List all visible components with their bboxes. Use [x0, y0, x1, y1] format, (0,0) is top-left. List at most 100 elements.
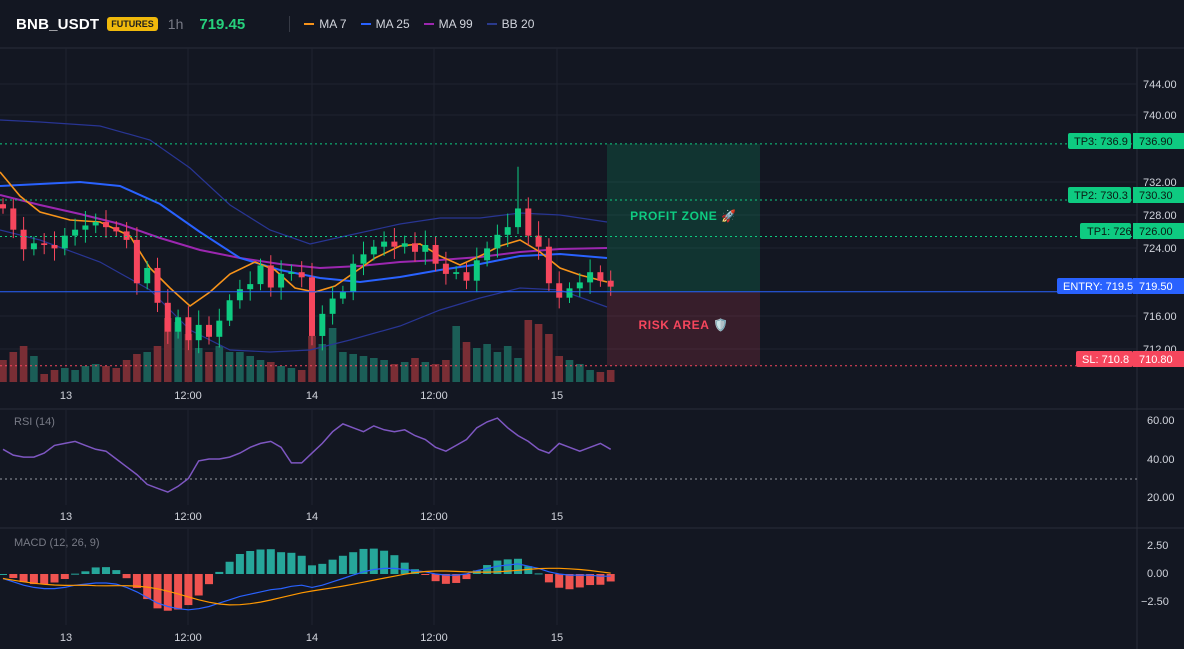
risk-area[interactable]: [607, 291, 760, 366]
candle-body: [298, 272, 305, 278]
volume-bar: [81, 366, 90, 382]
volume-bar: [143, 352, 151, 382]
volume-bar: [514, 358, 522, 382]
volume-bar: [473, 348, 481, 382]
volume-bar: [483, 344, 491, 382]
candle-body: [360, 254, 367, 264]
macd-histogram-bar: [91, 567, 100, 574]
macd-histogram-bar: [596, 574, 605, 585]
volume-bars: [0, 318, 615, 382]
volume-bar: [267, 362, 275, 382]
macd-histogram-bar: [153, 574, 162, 609]
macd-histogram-bar: [431, 574, 440, 582]
futures-badge: FUTURES: [107, 17, 158, 31]
candle-body: [247, 284, 254, 290]
price-axis: 744.00 740.00 732.00 728.00 724.00 716.0…: [1143, 79, 1177, 356]
time-label: 15: [551, 390, 563, 402]
volume-bar: [50, 370, 59, 382]
volume-bar: [61, 368, 69, 382]
time-label: 12:00: [174, 632, 202, 644]
macd-histogram-bar: [452, 574, 461, 583]
volume-bar: [576, 364, 584, 382]
candle-body: [463, 272, 470, 281]
time-label: 12:00: [420, 390, 448, 402]
volume-bar: [9, 352, 18, 382]
time-label: 14: [306, 390, 318, 402]
tp1-price: 726.00: [1139, 226, 1173, 238]
entry-label: ENTRY: 719.5: [1063, 281, 1133, 293]
volume-bar: [318, 344, 327, 382]
time-label: 13: [60, 390, 72, 402]
volume-bar: [277, 366, 285, 382]
volume-bar: [370, 358, 378, 382]
risk-area-label: RISK AREA 🛡️: [639, 318, 729, 332]
candle-body: [30, 243, 37, 250]
macd-histogram-bar: [483, 565, 492, 574]
macd-histogram-bar: [318, 563, 327, 574]
legend-ma7-swatch: [304, 23, 315, 25]
macd-histogram-bar: [215, 571, 224, 574]
legend-ma7-label: MA 7: [319, 17, 347, 31]
macd-histogram-bar: [9, 574, 18, 579]
sl-label-box: [1076, 351, 1133, 367]
volume-bar: [462, 342, 471, 382]
candle-body: [133, 239, 140, 284]
candle-body: [525, 208, 532, 236]
symbol-name[interactable]: BNB_USDT: [16, 15, 100, 33]
legend-ma25-swatch: [360, 23, 371, 25]
legend-ma25[interactable]: MA 25: [360, 17, 410, 31]
time-label: 12:00: [420, 511, 448, 523]
volume-bar: [308, 336, 316, 382]
profit-zone[interactable]: [607, 143, 760, 292]
time-label: 13: [60, 632, 72, 644]
volume-bar: [205, 352, 213, 382]
macd-histogram-bar: [205, 574, 213, 585]
volume-bar: [421, 362, 430, 382]
trade-zones: PROFIT ZONE 🚀 RISK AREA 🛡️: [607, 143, 760, 366]
candle-body: [576, 282, 583, 289]
entry-price: 719.50: [1139, 281, 1173, 293]
macd-histogram-bar: [122, 574, 131, 579]
macd-histogram-bar: [524, 566, 533, 574]
volume-bar: [524, 320, 533, 382]
macd-histogram-bar: [256, 549, 265, 574]
volume-bar: [0, 360, 7, 382]
macd-histogram-bar: [411, 569, 419, 574]
interval-selector[interactable]: 1h: [167, 16, 184, 32]
tp2-label: TP2: 730.3: [1074, 190, 1128, 202]
volume-bar: [102, 366, 110, 382]
sl-price-box: [1133, 351, 1184, 367]
chart-header: BNB_USDT FUTURES 1h 719.45 MA 7 MA 25 MA…: [0, 0, 1184, 48]
volume-bar: [215, 346, 224, 382]
tp3-label: TP3: 736.9: [1074, 136, 1128, 148]
time-label: 14: [306, 632, 318, 644]
tp1-label-box: [1080, 223, 1131, 239]
trade-levels: [0, 143, 1137, 367]
volume-bar: [40, 374, 48, 382]
candle-body: [41, 243, 48, 245]
volume-bar: [19, 346, 28, 382]
macd-histogram-bar: [163, 574, 172, 611]
macd-histogram-bar: [174, 574, 183, 610]
legend-ma7[interactable]: MA 7: [304, 17, 347, 31]
candle-body: [587, 272, 594, 283]
candle-body: [381, 241, 388, 247]
candle-body: [319, 313, 326, 336]
candle-body: [556, 283, 563, 298]
candle-body: [597, 272, 604, 281]
candle-body: [391, 241, 398, 247]
time-label: 14: [306, 511, 318, 523]
macd-histogram-bar: [380, 550, 389, 574]
volume-bar: [493, 352, 502, 382]
candle-body: [226, 300, 233, 321]
legend-ma25-label: MA 25: [375, 17, 410, 31]
legend-bb20-label: BB 20: [501, 17, 535, 31]
sl-price: 710.80: [1139, 354, 1173, 366]
legend-ma99[interactable]: MA 99: [423, 17, 473, 31]
rsi-tick: 60.00: [1147, 415, 1175, 427]
legend-bb20[interactable]: BB 20: [486, 17, 535, 31]
volume-bar: [122, 360, 131, 382]
volume-bar: [452, 326, 460, 382]
